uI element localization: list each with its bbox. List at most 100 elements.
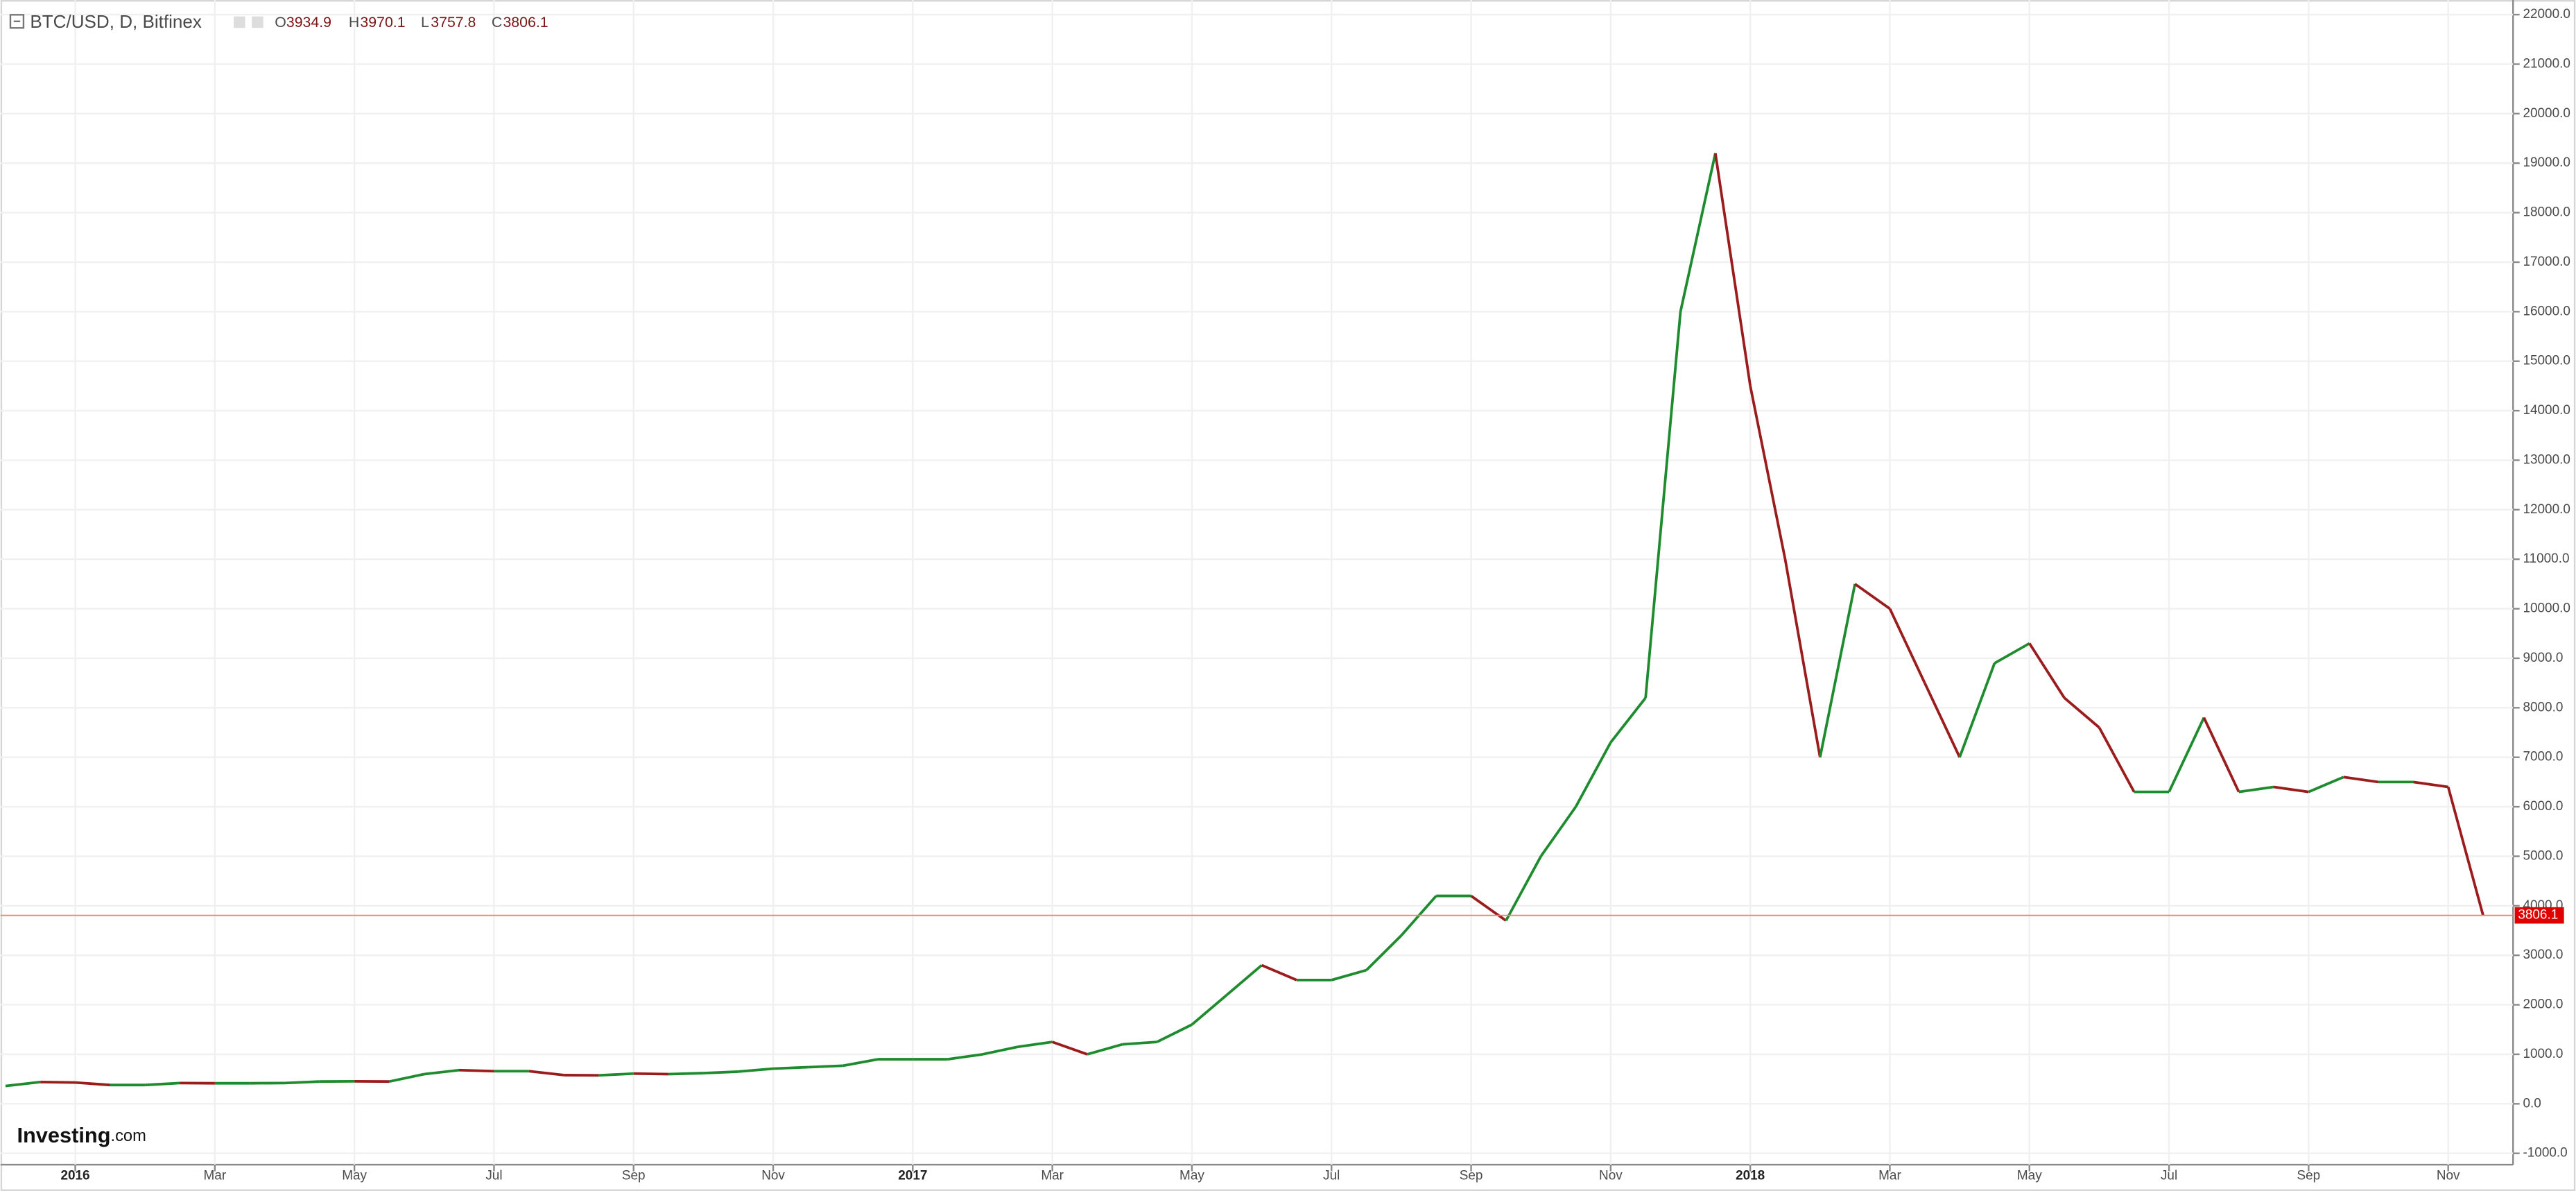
y-tick-label: 1000.0 — [2523, 1047, 2563, 1061]
icon[interactable] — [234, 16, 245, 28]
ohlc-value: 3934.9 — [286, 14, 331, 31]
price-segment — [2098, 726, 2136, 793]
y-tick-label: 16000.0 — [2523, 304, 2570, 318]
x-tick-label: Nov — [761, 1169, 785, 1183]
collapse-button[interactable] — [9, 14, 25, 29]
price-segment — [1122, 1040, 1157, 1046]
price-segment — [1818, 583, 1857, 758]
price-segment — [2063, 696, 2100, 729]
price-segment — [947, 1053, 983, 1061]
y-tick-label: 5000.0 — [2523, 848, 2563, 863]
x-tick-label: May — [1179, 1169, 1204, 1183]
y-tick-label: 3000.0 — [2523, 948, 2563, 962]
y-tick-label: 17000.0 — [2523, 255, 2570, 269]
price-segment — [808, 1064, 843, 1069]
price-segment — [2273, 785, 2309, 794]
y-tick-label: 20000.0 — [2523, 106, 2570, 121]
price-segment — [284, 1080, 320, 1085]
price-segment — [598, 1072, 634, 1077]
price-segment — [1644, 311, 1682, 699]
x-tick-label: Jul — [2161, 1169, 2177, 1183]
x-tick-label: May — [342, 1169, 367, 1183]
price-segment — [842, 1058, 879, 1068]
price-segment — [528, 1070, 564, 1077]
price-segment — [2028, 642, 2066, 699]
last-price-tag — [2514, 907, 2564, 924]
x-tick-label: Jul — [485, 1169, 502, 1183]
x-tick-label: Nov — [2437, 1169, 2460, 1183]
ohlc-value: 3757.8 — [431, 14, 476, 31]
price-segment — [668, 1072, 704, 1076]
price-segment — [1191, 993, 1228, 1026]
ohlc-label: L — [421, 14, 429, 31]
y-tick-label: 13000.0 — [2523, 452, 2570, 467]
price-segment — [1994, 642, 2030, 665]
price-segment — [1888, 608, 1926, 684]
x-tick-label: Sep — [2297, 1169, 2321, 1183]
x-tick-label: Mar — [1878, 1169, 1901, 1183]
price-segment — [2308, 776, 2344, 794]
price-segment — [75, 1081, 110, 1087]
price-segment — [2202, 717, 2240, 793]
x-tick-label: 2017 — [898, 1169, 927, 1183]
price-segment — [1749, 386, 1787, 560]
price-segment — [424, 1068, 460, 1076]
price-segment — [1539, 805, 1577, 857]
y-tick-label: 21000.0 — [2523, 56, 2570, 71]
price-segment — [1226, 964, 1263, 996]
logo-suffix: .com — [111, 1127, 146, 1145]
price-segment — [1854, 583, 1891, 610]
price-segment — [5, 1081, 41, 1088]
price-segment — [1261, 963, 1297, 982]
price-segment — [1713, 153, 1752, 386]
price-segment — [459, 1068, 494, 1073]
x-tick-label: Nov — [1599, 1169, 1623, 1183]
y-tick-label: -1000.0 — [2523, 1146, 2567, 1160]
y-tick-label: 0.0 — [2523, 1096, 2541, 1111]
price-segment — [40, 1081, 76, 1084]
x-tick-label: Mar — [1041, 1169, 1064, 1183]
x-tick-label: Jul — [1323, 1169, 1340, 1183]
price-segment — [1365, 934, 1403, 971]
price-segment — [2413, 780, 2448, 789]
chart-title: BTC/USD, D, Bitfinex — [30, 11, 201, 32]
ohlc-value: 3970.1 — [360, 14, 405, 31]
price-segment — [2168, 717, 2206, 793]
price-segment — [1470, 895, 1507, 922]
ohlc-label: H — [349, 14, 359, 31]
logo-brand: Investing — [17, 1123, 110, 1147]
price-segment — [703, 1070, 738, 1074]
y-tick-label: 15000.0 — [2523, 354, 2570, 368]
price-segment — [1156, 1023, 1193, 1043]
logo: Investing.com — [17, 1123, 146, 1147]
y-tick-label: 19000.0 — [2523, 155, 2570, 170]
price-segment — [1958, 662, 1996, 758]
ohlc-label: O — [275, 14, 286, 31]
price-segment — [738, 1067, 774, 1073]
y-tick-label: 10000.0 — [2523, 601, 2570, 616]
price-segment — [1609, 696, 1647, 744]
ohlc-value: 3806.1 — [503, 14, 548, 31]
price-segment — [2446, 787, 2484, 916]
x-tick-label: 2018 — [1736, 1169, 1765, 1183]
y-tick-label: 8000.0 — [2523, 700, 2563, 714]
y-tick-label: 9000.0 — [2523, 651, 2563, 665]
icon[interactable] — [252, 16, 263, 28]
price-segment — [1505, 855, 1542, 922]
x-tick-label: 2016 — [60, 1169, 89, 1183]
ohlc-label: C — [492, 14, 502, 31]
y-tick-label: 6000.0 — [2523, 799, 2563, 814]
price-segment — [1052, 1040, 1088, 1056]
y-tick-label: 12000.0 — [2523, 502, 2570, 517]
plot — [0, 0, 2514, 1165]
x-tick-label: May — [2017, 1169, 2042, 1183]
price-segment — [389, 1072, 425, 1083]
price-segment — [2238, 785, 2274, 794]
x-tick-label: Sep — [622, 1169, 646, 1183]
price-segment — [1017, 1040, 1053, 1049]
price-segment — [772, 1065, 809, 1070]
y-tick-label: 22000.0 — [2523, 7, 2570, 22]
price-segment — [1924, 682, 1961, 758]
